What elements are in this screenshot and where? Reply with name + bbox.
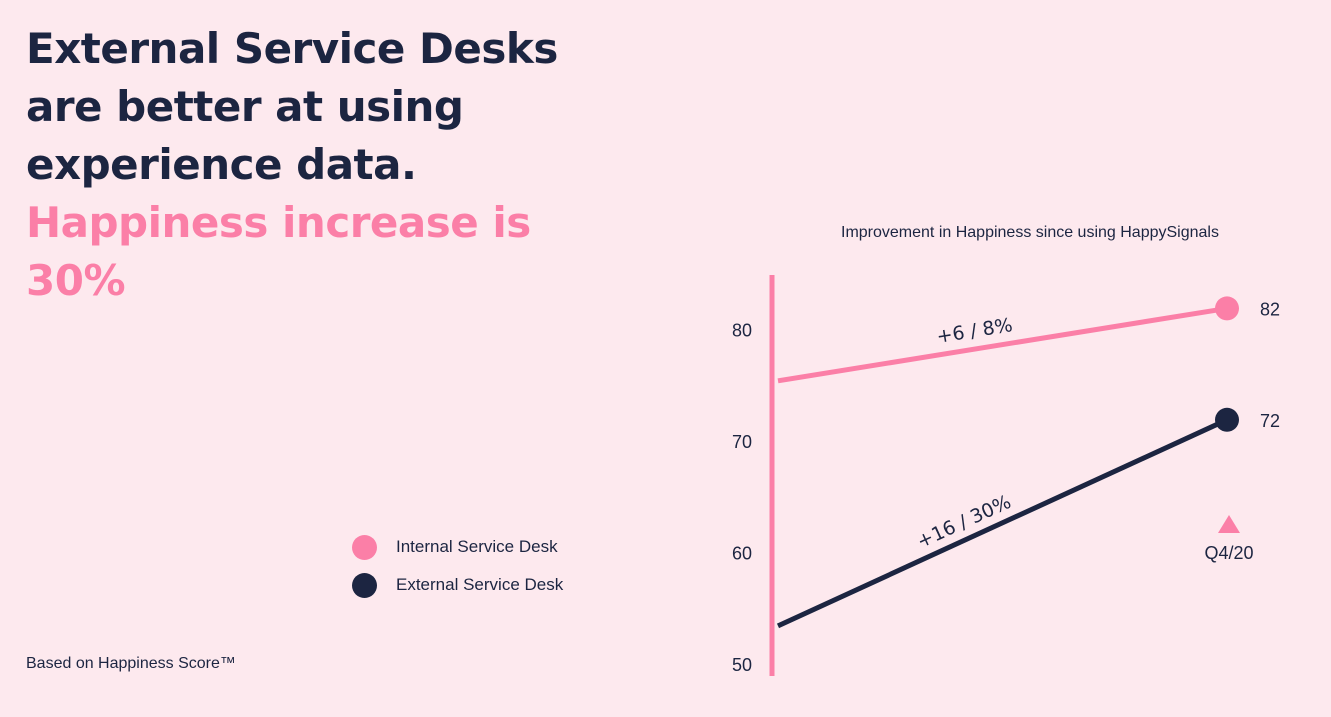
x-marker-triangle (1218, 515, 1240, 533)
end-point-external (1215, 407, 1239, 432)
series-line-external (776, 417, 1229, 629)
end-value-label-external: 72 (1260, 411, 1280, 431)
legend-label-internal: Internal Service Desk (396, 537, 558, 556)
footnote: Based on Happiness Score™ (26, 655, 236, 672)
x-tick-label: Q4/20 (1204, 543, 1253, 563)
y-tick-label-70: 70 (732, 432, 752, 452)
headline-line-3: experience data. (26, 140, 417, 189)
legend-item-internal: Internal Service Desk (352, 528, 563, 566)
y-tick-label-50: 50 (732, 655, 752, 675)
headline: External Service Desks are better at usi… (26, 20, 666, 310)
legend-item-external: External Service Desk (352, 566, 563, 604)
headline-highlight-line-1: Happiness increase is (26, 198, 531, 247)
y-tick-label-80: 80 (732, 321, 752, 341)
chart-legend: Internal Service Desk External Service D… (352, 528, 563, 604)
end-point-internal (1215, 296, 1239, 321)
legend-dot-internal (352, 534, 377, 560)
legend-label-external: External Service Desk (396, 575, 564, 594)
headline-highlight-line-2: 30% (26, 256, 126, 305)
end-value-label-internal: 82 (1260, 299, 1280, 319)
headline-line-1: External Service Desks (26, 24, 558, 73)
series-line-internal (777, 305, 1228, 384)
legend-dot-external (352, 572, 377, 598)
chart-title: Improvement in Happiness since using Hap… (841, 224, 1219, 241)
y-tick-label-60: 60 (732, 543, 752, 563)
headline-line-2: are better at using (26, 82, 464, 131)
